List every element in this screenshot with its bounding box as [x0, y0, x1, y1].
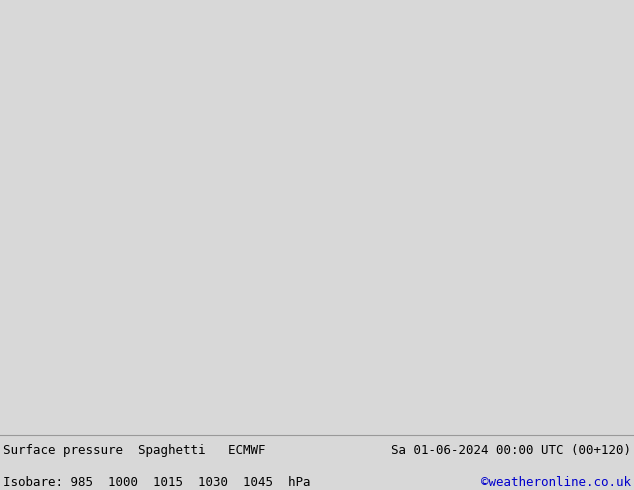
Text: Surface pressure  Spaghetti   ECMWF: Surface pressure Spaghetti ECMWF [3, 444, 266, 457]
Text: ©weatheronline.co.uk: ©weatheronline.co.uk [481, 475, 631, 489]
Text: Isobare: 985  1000  1015  1030  1045  hPa: Isobare: 985 1000 1015 1030 1045 hPa [3, 475, 311, 489]
Text: Sa 01-06-2024 00:00 UTC (00+120): Sa 01-06-2024 00:00 UTC (00+120) [391, 444, 631, 457]
